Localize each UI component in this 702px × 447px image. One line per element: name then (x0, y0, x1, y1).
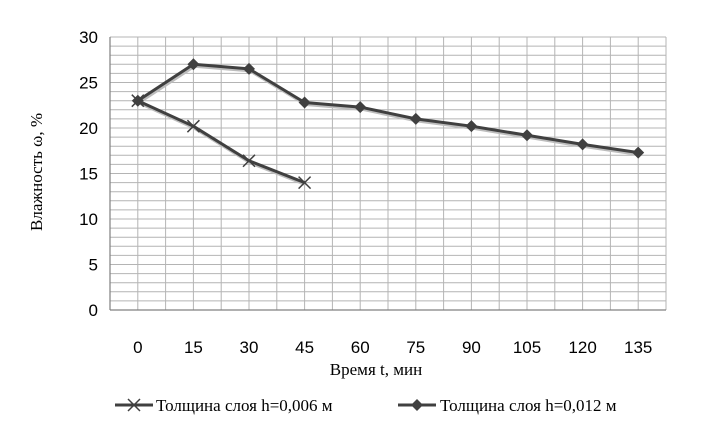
x-marker-icon (127, 398, 141, 412)
legend-item-series-2: Толщина слоя h=0,012 м (398, 396, 617, 415)
y-tick-label: 5 (89, 256, 98, 275)
series-group (131, 58, 645, 190)
x-tick-label: 15 (184, 338, 203, 357)
series-2-point (465, 120, 478, 133)
y-tick-label: 0 (89, 301, 98, 320)
series-2-point (187, 58, 200, 71)
series-1-point (186, 119, 200, 133)
y-tick-labels: 0 5 10 15 20 25 30 (79, 28, 98, 320)
y-tick-label: 20 (79, 119, 98, 138)
series-2-point (243, 62, 255, 75)
x-tick-label: 75 (406, 338, 425, 357)
series-2-point (632, 146, 645, 159)
legend-label-series-1: Толщина слоя h=0,006 м (156, 396, 333, 415)
legend: Толщина слоя h=0,006 м Толщина слоя h=0,… (115, 396, 617, 415)
series-2-point (298, 96, 311, 109)
series-2-point (354, 101, 367, 114)
series-2-line (136, 62, 639, 155)
series-2-shadow (137, 64, 640, 157)
y-axis-title: Влажность ω, % (27, 113, 46, 231)
legend-label-series-2: Толщина слоя h=0,012 м (440, 396, 617, 415)
x-tick-label: 120 (568, 338, 596, 357)
series-2-point (576, 138, 589, 151)
y-tick-label: 25 (79, 74, 98, 93)
grid-lines (109, 36, 667, 311)
y-tick-label: 10 (79, 210, 98, 229)
axes (109, 37, 666, 311)
series-2-point (409, 112, 422, 125)
x-tick-labels: 0 15 30 45 60 75 90 105 120 135 (133, 338, 652, 357)
x-tick-label: 90 (462, 338, 481, 357)
x-tick-label: 0 (133, 338, 142, 357)
series-1-line (137, 99, 306, 184)
x-tick-label: 60 (351, 338, 370, 357)
series-1-point (298, 176, 312, 190)
x-tick-label: 135 (624, 338, 652, 357)
y-tick-label: 30 (79, 28, 98, 47)
x-tick-label: 105 (513, 338, 541, 357)
diamond-marker-icon (411, 399, 423, 411)
legend-item-series-1: Толщина слоя h=0,006 м (115, 396, 333, 415)
series-2-point (131, 94, 144, 107)
series-1-point (242, 154, 256, 168)
y-tick-label: 15 (79, 165, 98, 184)
x-tick-label: 45 (295, 338, 314, 357)
x-tick-label: 30 (240, 338, 259, 357)
series-2-point (521, 129, 533, 142)
x-axis-title: Время t, мин (330, 360, 422, 379)
